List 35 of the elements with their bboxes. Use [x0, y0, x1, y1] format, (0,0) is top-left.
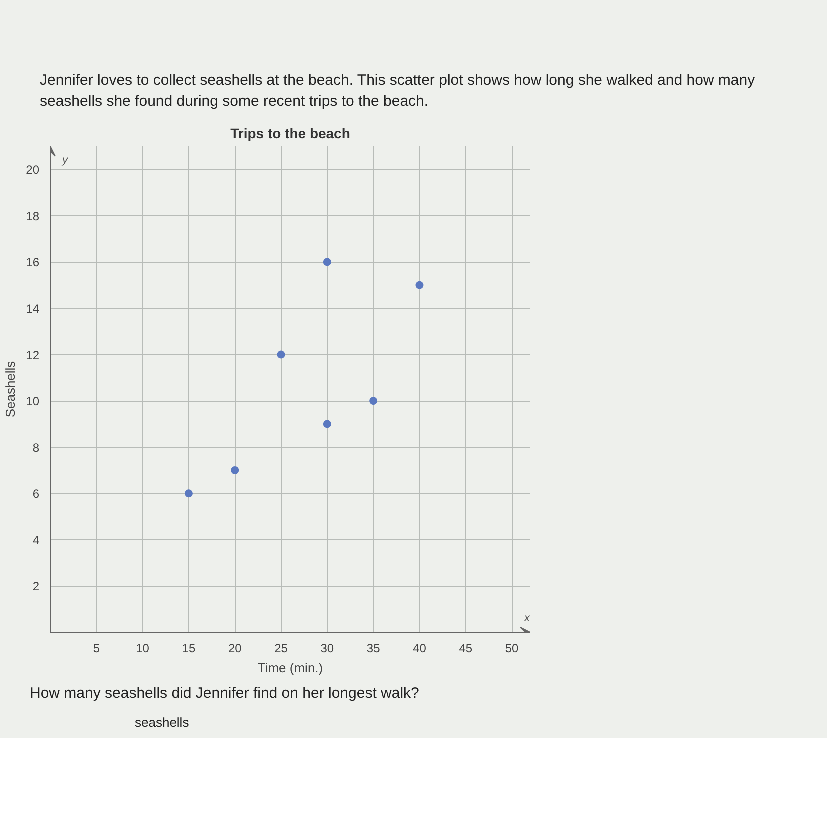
y-tick-label: 2	[32, 580, 40, 594]
y-tick-label: 14	[26, 302, 40, 316]
y-tick-label: 6	[32, 486, 40, 501]
x-tick-label: 35	[366, 641, 381, 656]
x-tick-label: 50	[505, 641, 520, 656]
y-tick-label: 18	[26, 209, 40, 224]
x-tick-label: 15	[182, 641, 196, 656]
x-tick-label: 5	[93, 641, 100, 656]
x-tick-label: 45	[459, 641, 473, 656]
x-tick-label: 20	[228, 641, 242, 656]
text: Jennifer loves to collect seashells at the beach. This scatter plot shows how long she walked and how many seashells she found during some recent trips to the beach.	[40, 71, 756, 112]
point	[277, 350, 286, 359]
x-tick-label: 10	[136, 641, 150, 656]
annotation: y	[62, 154, 70, 166]
y-axis-title: Seashells	[3, 360, 18, 418]
x-tick-label: 25	[274, 641, 288, 656]
y-tick-label: 4	[32, 533, 40, 548]
text: How many seashells did Jennifer find on her longest walk?	[30, 684, 420, 704]
y-tick-label: 8	[32, 440, 40, 455]
x-tick-label: 40	[413, 641, 427, 656]
y-tick-label: 20	[26, 162, 40, 177]
text: seashells	[135, 714, 190, 732]
y-tick-label: 12	[26, 348, 40, 362]
x-tick-label: 30	[320, 641, 334, 656]
y-tick-label: 10	[26, 394, 40, 408]
chart-title: Trips to the beach	[230, 125, 350, 142]
point	[184, 489, 193, 498]
annotation: x	[524, 612, 530, 624]
point	[416, 281, 424, 290]
y-tick-label: 16	[26, 256, 40, 270]
point	[370, 396, 378, 405]
x-axis-title: Time (min.)	[258, 660, 324, 676]
point	[231, 466, 240, 474]
point	[323, 420, 332, 428]
point	[323, 258, 332, 266]
